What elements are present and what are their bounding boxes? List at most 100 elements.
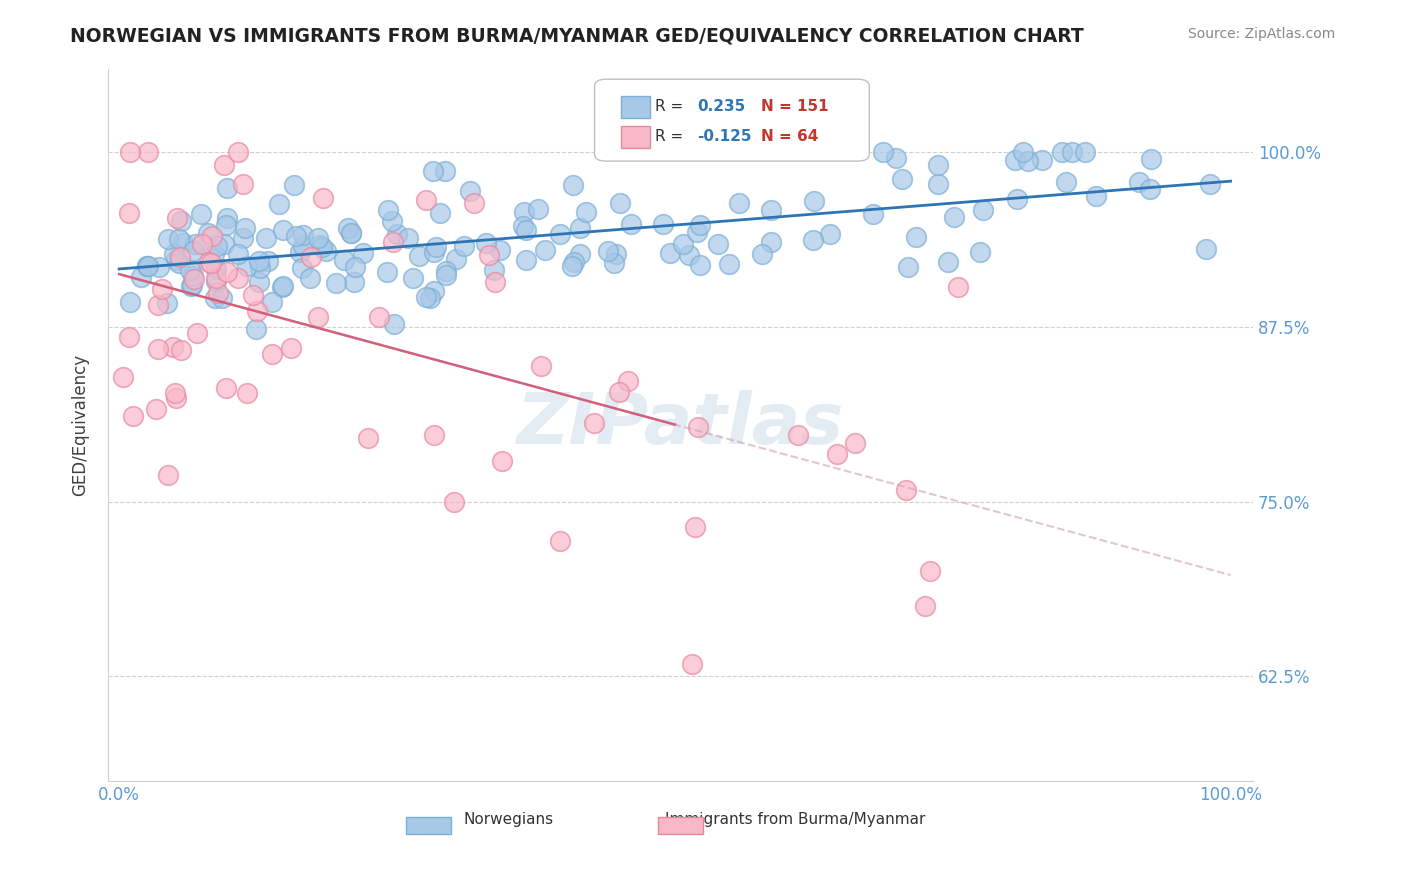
Point — [550, 533, 572, 548]
Point — [202, 247, 225, 261]
Point — [307, 231, 329, 245]
Point — [862, 207, 884, 221]
Point — [512, 219, 534, 234]
Point — [534, 243, 557, 257]
Point — [422, 164, 444, 178]
Point — [166, 211, 188, 225]
Point — [136, 260, 159, 274]
Point — [415, 290, 437, 304]
Point — [183, 271, 205, 285]
Point — [247, 254, 270, 268]
Point — [377, 203, 399, 218]
Point — [444, 252, 467, 266]
Point — [1198, 177, 1220, 191]
Point — [242, 288, 264, 302]
Point — [1031, 153, 1053, 168]
Point — [718, 257, 741, 271]
Point — [689, 218, 711, 232]
Point — [482, 262, 505, 277]
Text: R =: R = — [655, 99, 689, 114]
Text: ZIPatlas: ZIPatlas — [517, 390, 844, 459]
Point — [117, 330, 139, 344]
Point — [488, 243, 510, 257]
Point — [198, 255, 221, 269]
Point — [602, 255, 624, 269]
Point — [148, 298, 170, 312]
Point — [381, 235, 404, 249]
Point — [751, 247, 773, 261]
Point — [820, 227, 842, 241]
Point — [530, 359, 553, 373]
Point — [204, 291, 226, 305]
Point — [299, 270, 322, 285]
Point — [575, 204, 598, 219]
Point — [257, 253, 280, 268]
Point — [270, 280, 292, 294]
Point — [204, 262, 226, 277]
Point — [332, 252, 354, 267]
Point — [112, 369, 135, 384]
Point — [163, 247, 186, 261]
Point — [260, 295, 283, 310]
Point — [562, 255, 585, 269]
Point — [972, 202, 994, 217]
Point — [179, 262, 201, 277]
Point — [217, 265, 239, 279]
Point — [969, 245, 991, 260]
Point — [204, 274, 226, 288]
Point — [172, 236, 194, 251]
Point — [548, 227, 571, 242]
Point — [157, 468, 180, 483]
Point — [1004, 153, 1026, 168]
Point — [891, 171, 914, 186]
Point — [200, 256, 222, 270]
Point — [927, 158, 949, 172]
Point — [118, 145, 141, 160]
Point — [165, 385, 187, 400]
Point — [165, 252, 187, 267]
Point — [561, 178, 583, 193]
Point — [651, 217, 673, 231]
Point — [678, 247, 700, 261]
Point — [759, 203, 782, 218]
Point — [458, 184, 481, 198]
Point — [267, 196, 290, 211]
Point — [478, 248, 501, 262]
FancyBboxPatch shape — [658, 816, 703, 834]
Point — [254, 231, 277, 245]
Point — [872, 145, 894, 160]
Point — [271, 223, 294, 237]
Point — [207, 285, 229, 300]
Point — [423, 284, 446, 298]
Point — [927, 178, 949, 192]
Point — [215, 381, 238, 395]
Point — [801, 233, 824, 247]
Point — [1140, 153, 1163, 167]
Point — [759, 235, 782, 249]
Point — [167, 255, 190, 269]
Point — [886, 151, 908, 165]
Point — [515, 253, 537, 268]
Point — [311, 191, 333, 205]
Point — [215, 181, 238, 195]
Point — [167, 232, 190, 246]
Point — [136, 259, 159, 273]
Point — [672, 237, 695, 252]
Point — [197, 226, 219, 240]
Point — [339, 226, 361, 240]
Point — [429, 206, 451, 220]
Point — [368, 310, 391, 324]
Point — [117, 205, 139, 219]
Point — [515, 222, 537, 236]
Point — [226, 145, 249, 160]
Point — [920, 564, 942, 578]
Text: Norwegians: Norwegians — [464, 812, 554, 827]
FancyBboxPatch shape — [621, 95, 650, 119]
Point — [307, 310, 329, 324]
Point — [377, 265, 399, 279]
Point — [463, 196, 485, 211]
Point — [385, 227, 408, 241]
Point — [1074, 145, 1097, 160]
Point — [311, 240, 333, 254]
Point — [309, 238, 332, 252]
